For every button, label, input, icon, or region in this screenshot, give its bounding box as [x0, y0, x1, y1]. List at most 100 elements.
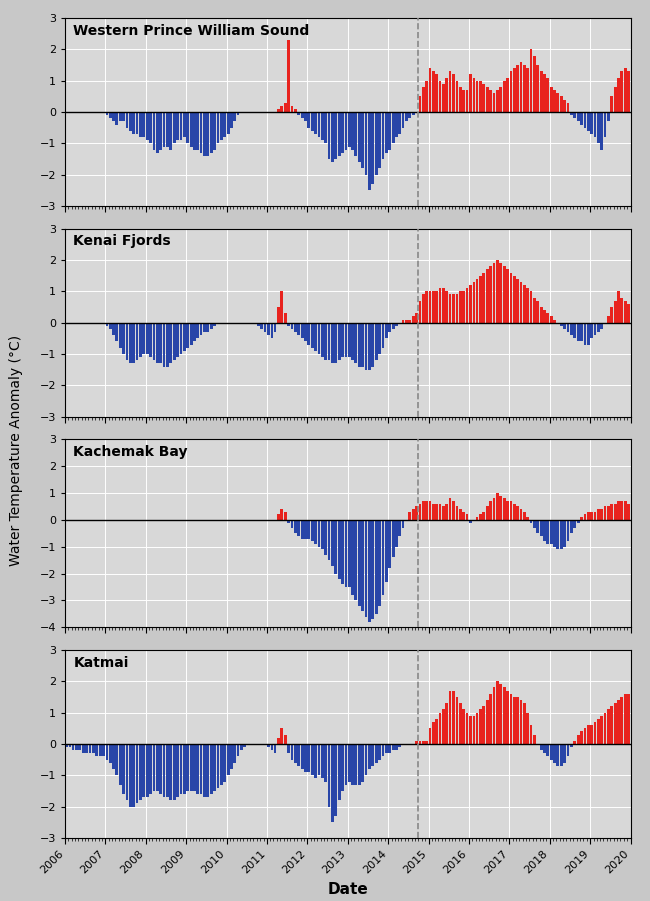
Bar: [287, 40, 290, 112]
Bar: [213, 744, 216, 791]
X-axis label: Date: Date: [328, 882, 368, 897]
Bar: [274, 744, 276, 753]
Bar: [610, 504, 613, 520]
Bar: [122, 112, 125, 122]
Bar: [597, 719, 599, 744]
Bar: [304, 744, 307, 772]
Bar: [207, 323, 209, 332]
Bar: [99, 744, 101, 757]
Bar: [422, 87, 424, 112]
Bar: [190, 744, 192, 791]
Bar: [627, 504, 630, 520]
Bar: [352, 744, 354, 785]
Bar: [405, 112, 408, 122]
Bar: [543, 75, 546, 112]
Bar: [580, 517, 583, 520]
Bar: [159, 112, 162, 150]
Bar: [452, 75, 455, 112]
Bar: [442, 709, 445, 744]
Bar: [415, 741, 418, 744]
Bar: [513, 276, 515, 323]
Bar: [593, 323, 597, 335]
Bar: [179, 323, 183, 354]
Bar: [553, 520, 556, 547]
Bar: [352, 520, 354, 595]
Bar: [176, 112, 179, 141]
Bar: [563, 744, 566, 763]
Bar: [173, 112, 176, 143]
Bar: [200, 744, 202, 794]
Bar: [473, 77, 475, 112]
Bar: [499, 496, 502, 520]
Bar: [150, 744, 152, 794]
Bar: [129, 323, 132, 363]
Bar: [382, 744, 384, 757]
Bar: [88, 744, 92, 753]
Bar: [311, 323, 314, 348]
Bar: [580, 732, 583, 744]
Bar: [442, 506, 445, 520]
Bar: [429, 291, 432, 323]
Bar: [489, 694, 492, 744]
Bar: [176, 744, 179, 797]
Bar: [344, 323, 347, 357]
Bar: [133, 323, 135, 363]
Bar: [301, 112, 304, 118]
Bar: [513, 68, 515, 112]
Bar: [224, 744, 226, 781]
Bar: [233, 112, 236, 122]
Bar: [371, 323, 374, 367]
Bar: [523, 703, 526, 744]
Bar: [513, 504, 515, 520]
Bar: [590, 112, 593, 134]
Bar: [593, 512, 597, 520]
Bar: [624, 301, 627, 323]
Bar: [321, 112, 324, 141]
Bar: [378, 744, 381, 760]
Bar: [314, 323, 317, 350]
Bar: [587, 725, 590, 744]
Bar: [442, 288, 445, 323]
Bar: [125, 323, 128, 360]
Bar: [213, 112, 216, 150]
Bar: [237, 744, 239, 757]
Bar: [331, 323, 334, 363]
Bar: [415, 314, 418, 323]
Bar: [530, 725, 532, 744]
Bar: [553, 744, 556, 763]
Bar: [133, 112, 135, 134]
Bar: [398, 112, 401, 134]
Bar: [136, 323, 138, 360]
Bar: [479, 514, 482, 520]
Bar: [280, 105, 283, 112]
Bar: [452, 501, 455, 520]
Bar: [301, 323, 304, 339]
Bar: [408, 512, 411, 520]
Bar: [621, 501, 623, 520]
Bar: [216, 744, 219, 787]
Bar: [183, 112, 186, 137]
Bar: [560, 744, 563, 766]
Bar: [287, 520, 290, 523]
Bar: [318, 323, 320, 354]
Bar: [563, 323, 566, 329]
Bar: [556, 93, 559, 112]
Bar: [287, 744, 290, 753]
Bar: [617, 291, 620, 323]
Bar: [540, 71, 543, 112]
Bar: [486, 700, 489, 744]
Bar: [479, 276, 482, 323]
Bar: [445, 504, 448, 520]
Bar: [617, 501, 620, 520]
Bar: [614, 504, 616, 520]
Bar: [321, 520, 324, 550]
Bar: [614, 703, 616, 744]
Bar: [388, 744, 391, 753]
Bar: [462, 512, 465, 520]
Bar: [382, 112, 384, 159]
Bar: [112, 323, 115, 335]
Bar: [493, 93, 495, 112]
Bar: [291, 520, 293, 528]
Bar: [516, 278, 519, 323]
Bar: [294, 520, 297, 533]
